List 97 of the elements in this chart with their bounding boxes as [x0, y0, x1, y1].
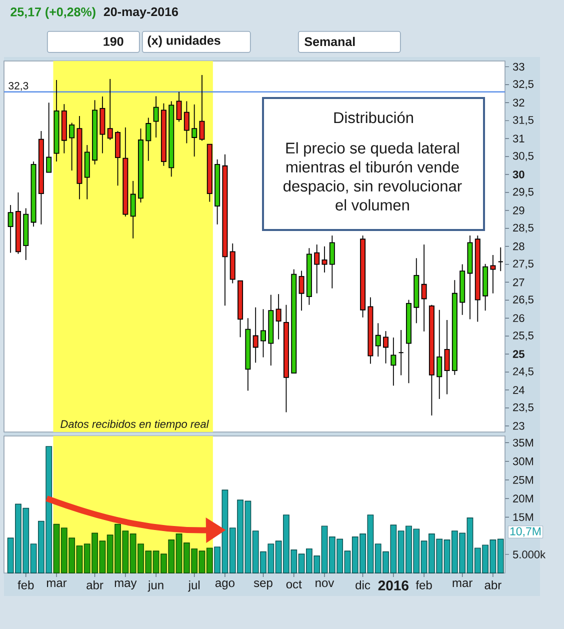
candlestick: [322, 246, 328, 273]
candlestick: [444, 319, 450, 395]
candlestick: [414, 258, 420, 324]
y-tick-label: 28: [513, 242, 524, 250]
text: 190: [104, 37, 124, 46]
candlestick: [252, 306, 258, 364]
text: Semanal: [304, 36, 355, 46]
candlestick: [268, 294, 274, 366]
candlestick: [490, 254, 496, 294]
y-tick-label: 27,5: [513, 260, 534, 269]
candlestick: [390, 337, 396, 386]
candlestick: [222, 154, 228, 306]
candlestick: [54, 80, 60, 162]
text: (x) unidades: [148, 36, 220, 48]
chart-subtitle: 20-may-2016: [104, 7, 178, 19]
x-tick-label: mar: [452, 580, 472, 588]
candlestick: [452, 280, 458, 376]
candlestick: [146, 117, 152, 162]
candlestick: [260, 308, 266, 358]
candlestick: [421, 244, 427, 332]
x-tick-label: jun: [148, 580, 164, 592]
candlestick: [498, 246, 504, 272]
chart-title: 25,17 (+0,28%): [10, 7, 96, 19]
candlestick: [100, 96, 106, 154]
x-tick-label: abr: [484, 580, 502, 590]
y-tick-label: 23,5: [513, 403, 534, 412]
x-tick-label: dic: [356, 580, 370, 590]
candlestick: [30, 161, 36, 228]
x-tick-label: may: [114, 580, 137, 590]
y-tick-label: 31,5: [512, 116, 534, 126]
x-tick-label: sep: [254, 580, 272, 590]
candlestick: [230, 242, 236, 284]
x-tick-label: jul: [188, 580, 200, 592]
candlestick: [153, 96, 159, 138]
candlestick: [214, 158, 220, 225]
x-tick-label: feb: [18, 580, 34, 590]
y-tick-label: 25M: [513, 476, 534, 484]
annotation: El precio se queda lateral mientras el tiburón vende despacio, sin revolucionar el volumen: [284, 142, 462, 211]
candlestick: [8, 204, 14, 254]
y-tick-label: 27: [513, 278, 524, 286]
y-tick-label: 29,5: [513, 188, 534, 197]
y-tick-label: 25: [512, 350, 524, 358]
candlestick: [314, 244, 320, 294]
x-tick-label: ago: [215, 580, 234, 590]
annotation: Distribución: [334, 112, 413, 124]
y-tick-label: 32,5: [512, 80, 534, 90]
annotation: Datos recibidos en tiempo real: [60, 420, 209, 430]
candlestick: [61, 104, 67, 154]
x-tick-label: oct: [286, 580, 302, 588]
candlestick: [245, 318, 251, 392]
x-tick-label: abr: [86, 580, 104, 590]
y-tick-label: 30M: [512, 457, 534, 466]
y-tick-label: 24,5: [513, 367, 534, 377]
y-tick-label: 31: [512, 134, 524, 142]
y-tick-label: 26: [513, 314, 524, 322]
x-tick-label: 2016: [378, 580, 408, 590]
candlestick: [375, 322, 381, 358]
y-tick-label: 30,5: [512, 152, 534, 162]
y-tick-label: 26,5: [513, 296, 534, 305]
y-tick-label: 5.000k: [512, 550, 546, 558]
candlestick: [436, 309, 442, 400]
y-tick-label: 25,5: [513, 332, 534, 341]
candlestick: [482, 263, 488, 312]
x-tick-label: feb: [416, 580, 432, 590]
candlestick: [23, 208, 29, 260]
y-tick-label: 35M: [512, 438, 534, 447]
x-tick-label: nov: [316, 580, 334, 588]
y-tick-label: 32: [512, 98, 524, 107]
x-tick-label: mar: [46, 580, 67, 588]
candlestick: [38, 130, 44, 225]
y-tick-label: 30: [512, 170, 524, 178]
candlestick: [283, 304, 289, 413]
y-tick-label: 15M: [513, 513, 534, 521]
y-tick-label: 24: [513, 386, 524, 394]
y-tick-label: 33: [512, 62, 524, 71]
y-tick-label: 28,5: [513, 224, 534, 233]
candlestick: [329, 235, 335, 289]
candlestick: [368, 296, 374, 364]
candlestick: [306, 248, 312, 306]
candlestick: [76, 116, 82, 200]
ref-line-label: 32,3: [8, 82, 28, 91]
candlestick: [460, 264, 466, 316]
candlestick: [184, 100, 190, 144]
candlestick: [298, 270, 304, 312]
candlestick: [130, 180, 136, 239]
text: 10,7M: [510, 527, 541, 537]
candlestick: [276, 294, 282, 340]
y-tick-label: 23: [513, 422, 524, 430]
candlestick: [168, 100, 174, 178]
y-tick-label: 20M: [513, 494, 534, 502]
candlestick: [107, 78, 113, 140]
candlestick: [398, 330, 404, 376]
candlestick: [474, 235, 480, 322]
y-tick-label: 29: [513, 206, 524, 214]
candlestick: [192, 104, 198, 157]
candlestick: [84, 144, 90, 200]
candlestick: [467, 235, 473, 320]
